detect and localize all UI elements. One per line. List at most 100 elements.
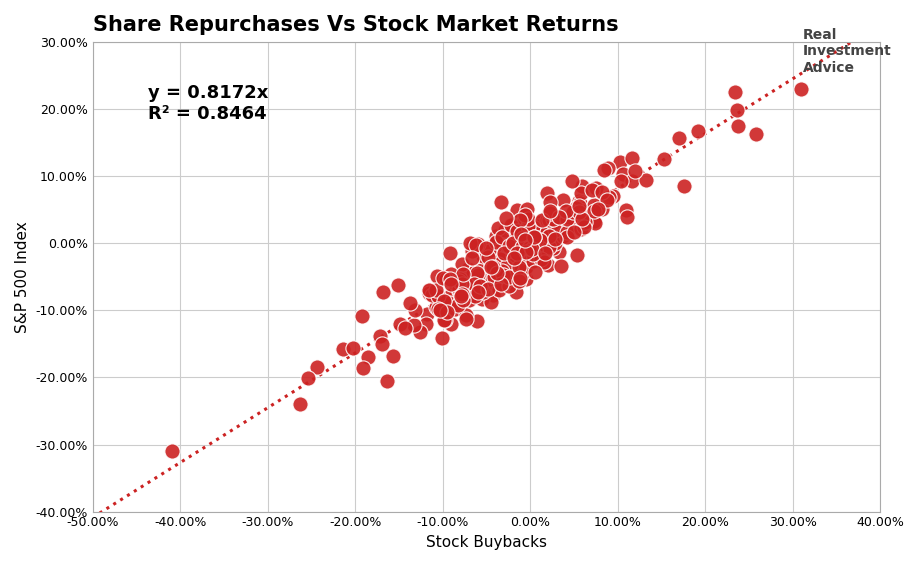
Point bbox=[509, 264, 524, 273]
Point bbox=[516, 234, 530, 243]
Point bbox=[564, 176, 579, 185]
Point bbox=[310, 362, 324, 371]
Point bbox=[374, 340, 389, 349]
Point bbox=[451, 301, 466, 310]
Point bbox=[616, 170, 630, 179]
Point bbox=[474, 265, 489, 274]
Point bbox=[748, 129, 763, 138]
Point bbox=[391, 280, 405, 289]
Point bbox=[469, 241, 483, 250]
Point bbox=[639, 176, 653, 185]
Point bbox=[485, 267, 500, 276]
Point bbox=[570, 208, 584, 217]
Point bbox=[624, 154, 639, 163]
Point bbox=[443, 319, 458, 328]
Point bbox=[435, 333, 449, 342]
Point bbox=[528, 267, 543, 276]
Point bbox=[493, 246, 507, 255]
Point bbox=[440, 307, 455, 316]
Point bbox=[502, 247, 516, 257]
Point bbox=[548, 225, 562, 234]
Point bbox=[502, 272, 516, 281]
Point bbox=[521, 251, 536, 260]
Point bbox=[619, 213, 634, 222]
Point bbox=[531, 221, 546, 231]
Point bbox=[481, 252, 495, 261]
Point bbox=[573, 206, 588, 215]
Point bbox=[479, 254, 494, 263]
Text: y = 0.8172x
R² = 0.8464: y = 0.8172x R² = 0.8464 bbox=[148, 84, 268, 123]
Point bbox=[502, 281, 516, 290]
Point bbox=[356, 363, 370, 372]
Point bbox=[614, 177, 629, 186]
Point bbox=[425, 291, 439, 300]
Text: Share Repurchases Vs Stock Market Returns: Share Repurchases Vs Stock Market Return… bbox=[93, 15, 618, 35]
Point bbox=[606, 192, 620, 201]
Point bbox=[567, 216, 582, 225]
Point bbox=[574, 182, 589, 191]
Point bbox=[433, 305, 448, 314]
Point bbox=[441, 299, 456, 308]
Point bbox=[548, 214, 562, 223]
Point bbox=[517, 236, 532, 245]
Point bbox=[422, 289, 437, 298]
Point bbox=[483, 262, 498, 271]
Point bbox=[731, 121, 745, 131]
Point bbox=[527, 233, 541, 242]
Point bbox=[516, 244, 531, 253]
Point bbox=[508, 277, 523, 286]
Point bbox=[521, 244, 536, 253]
Point bbox=[601, 163, 616, 172]
Point bbox=[525, 245, 539, 254]
Point bbox=[453, 275, 468, 284]
Point bbox=[560, 215, 574, 224]
Point bbox=[444, 291, 459, 300]
Point bbox=[505, 272, 519, 281]
Point bbox=[506, 253, 521, 262]
Point bbox=[521, 240, 536, 249]
Point bbox=[165, 446, 180, 455]
Point bbox=[439, 275, 454, 284]
Point bbox=[518, 256, 533, 265]
Point bbox=[586, 216, 601, 225]
Point bbox=[481, 284, 495, 293]
Point bbox=[595, 205, 609, 214]
Point bbox=[462, 295, 477, 305]
Point bbox=[375, 288, 390, 297]
Point bbox=[516, 236, 530, 245]
Point bbox=[600, 196, 615, 205]
Point bbox=[487, 273, 502, 282]
Point bbox=[494, 198, 508, 207]
Point bbox=[559, 206, 573, 215]
Point bbox=[485, 252, 500, 261]
X-axis label: Stock Buybacks: Stock Buybacks bbox=[425, 535, 547, 550]
Point bbox=[437, 315, 452, 324]
Point bbox=[552, 213, 567, 222]
Point bbox=[529, 239, 544, 248]
Point bbox=[486, 262, 501, 271]
Point bbox=[555, 195, 570, 205]
Point bbox=[656, 155, 671, 164]
Point bbox=[534, 255, 549, 264]
Point bbox=[466, 241, 481, 250]
Point bbox=[518, 262, 533, 271]
Point bbox=[520, 214, 535, 223]
Point bbox=[462, 238, 477, 247]
Point bbox=[392, 320, 407, 329]
Point bbox=[413, 328, 427, 337]
Point bbox=[481, 265, 495, 274]
Point bbox=[479, 267, 494, 276]
Point bbox=[516, 227, 530, 236]
Point bbox=[456, 295, 471, 305]
Point bbox=[484, 253, 499, 262]
Point bbox=[548, 239, 562, 248]
Point bbox=[459, 310, 473, 319]
Point bbox=[360, 353, 375, 362]
Point bbox=[444, 279, 459, 288]
Point bbox=[528, 247, 542, 256]
Point bbox=[540, 189, 555, 198]
Point bbox=[504, 223, 518, 232]
Point bbox=[467, 280, 482, 289]
Point bbox=[509, 205, 524, 214]
Point bbox=[453, 293, 468, 302]
